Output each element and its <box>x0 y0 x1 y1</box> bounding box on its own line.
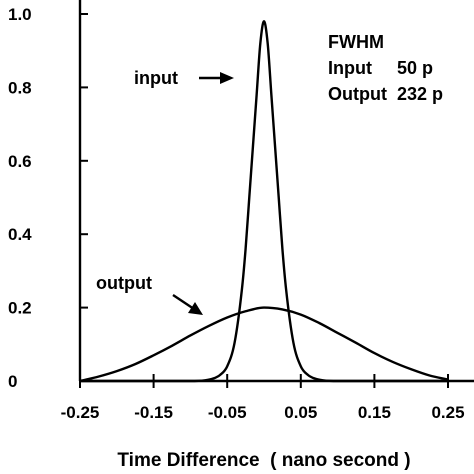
x-tick-label: -0.05 <box>208 403 247 422</box>
fwhm-legend: FWHM Input 50 p Output 232 p <box>328 32 443 104</box>
y-tick-label: 0.4 <box>8 225 32 244</box>
input-curve <box>80 20 448 383</box>
output-curve <box>79 306 449 383</box>
y-tick-label: 1.0 <box>8 5 32 24</box>
fwhm-input-row: Input 50 p <box>328 58 433 78</box>
x-tick-label: -0.25 <box>61 403 100 422</box>
fwhm-title: FWHM <box>328 32 384 52</box>
x-tick-label: 0.15 <box>358 403 391 422</box>
y-tick-label: 0.2 <box>8 299 32 318</box>
series-layer <box>79 20 449 383</box>
x-tick-label: 0.25 <box>431 403 464 422</box>
output-arrow-head <box>188 302 203 315</box>
input-annotation: input <box>134 68 234 88</box>
x-tick-label: 0.05 <box>284 403 317 422</box>
y-tick-label: 0.8 <box>8 78 32 97</box>
y-tick-label: 0 <box>8 372 17 391</box>
output-arrow-line <box>172 294 195 310</box>
plot-area: -0.25 -0.15 -0.05 0.05 0.15 0.25 0 0.2 0.4 0.6 0.… <box>8 0 474 422</box>
x-axis-title: Time Difference ( nano second ) <box>117 450 410 471</box>
y-tick-label: 0.6 <box>8 152 32 171</box>
y-ticks: 0 0.2 0.4 0.6 0.8 1.0 <box>8 5 88 391</box>
fwhm-output-row: Output 232 p <box>328 84 443 104</box>
output-label: output <box>96 273 152 293</box>
output-annotation: output <box>96 273 203 315</box>
x-tick-label: -0.15 <box>134 403 173 422</box>
input-label: input <box>134 68 178 88</box>
input-arrow-head <box>220 72 234 84</box>
